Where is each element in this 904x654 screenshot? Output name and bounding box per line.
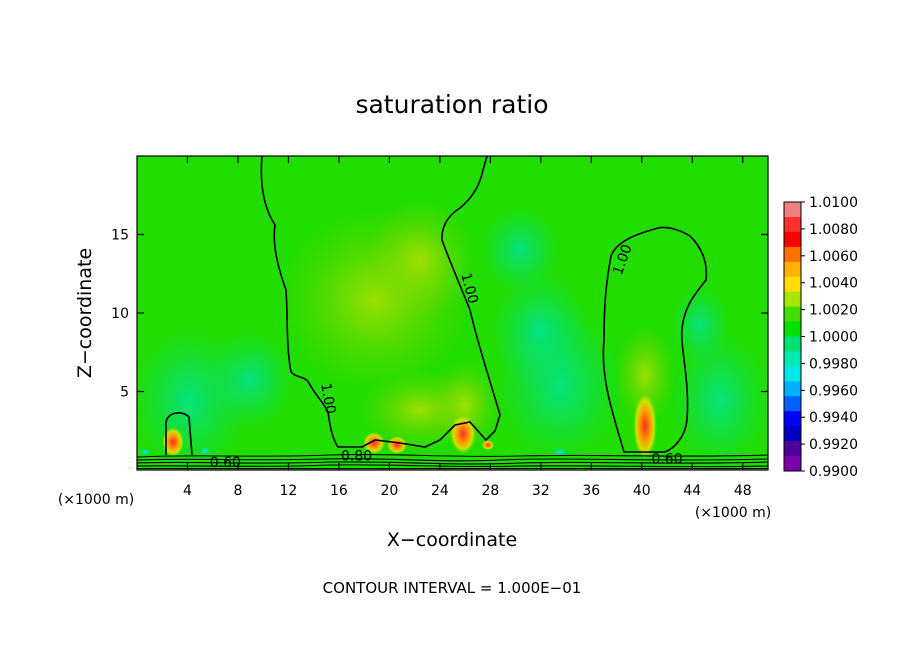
x-tick-label: 12	[280, 483, 298, 499]
colorbar-label: 1.0100	[809, 195, 858, 211]
colorbar-label: 0.9940	[809, 410, 858, 426]
y-axis-label: Z−coordinate	[74, 248, 96, 378]
colorbar-swatch	[784, 202, 801, 218]
warm-region	[615, 325, 675, 425]
chart-title: saturation ratio	[355, 90, 548, 119]
colorbar-label: 0.9900	[809, 464, 858, 480]
z-axis-units: (×1000 m)	[58, 492, 134, 508]
x-axis-ticks: 4 8 12 16 20 24 28 32 36 40 44 48	[183, 156, 752, 499]
colorbar-swatch	[784, 321, 801, 337]
y-axis-ticks: 5 10 15	[111, 228, 768, 401]
colorbar-swatch	[784, 291, 801, 308]
colorbar-swatch	[784, 381, 801, 397]
x-tick-label: 28	[481, 483, 499, 499]
y-tick-label: 15	[111, 228, 129, 244]
warm-region	[430, 360, 500, 450]
colorbar-swatch	[784, 426, 801, 442]
x-tick-label: 4	[183, 483, 192, 499]
x-tick-label: 40	[633, 483, 651, 499]
colorbar-swatch	[784, 246, 801, 263]
surface-contour	[137, 453, 768, 458]
hot-spot	[450, 414, 476, 454]
x-tick-label: 36	[582, 483, 600, 499]
cyan-pocket	[552, 448, 568, 456]
hot-spot	[633, 392, 657, 460]
colorbar-swatch	[784, 441, 801, 457]
cool-region	[490, 270, 590, 390]
colorbar-swatch	[784, 396, 801, 412]
surface-contour	[137, 461, 768, 465]
warm-region	[365, 200, 475, 320]
x-axis-label: X−coordinate	[387, 529, 517, 551]
colorbar-label: 1.0000	[809, 330, 858, 346]
colorbar-swatch	[784, 366, 801, 382]
cyan-pocket	[138, 448, 152, 456]
colorbar-label: 1.0080	[809, 222, 858, 238]
contour-label: 1.00	[317, 382, 338, 415]
colorbar-label: 0.9920	[809, 437, 858, 453]
x-axis-units: (×1000 m)	[695, 505, 771, 521]
colorbar-swatch	[784, 261, 801, 278]
cool-region	[670, 330, 768, 470]
x-tick-label: 24	[431, 483, 449, 499]
colorbar-swatch	[784, 351, 801, 367]
colorbar-swatch	[784, 216, 801, 233]
cyan-pocket	[199, 447, 211, 455]
contour-line-1.00	[602, 226, 708, 453]
x-tick-label: 16	[330, 483, 348, 499]
colorbar-label: 0.9980	[809, 356, 858, 372]
cool-region	[480, 205, 560, 295]
colorbar-swatch	[784, 411, 801, 427]
x-tick-label: 32	[532, 483, 550, 499]
colorbar-swatch	[784, 231, 801, 248]
hot-spot	[482, 440, 494, 450]
contour-line-1.00	[260, 156, 501, 448]
contour-label: 0.60	[210, 455, 241, 471]
cool-region	[670, 285, 730, 365]
contour-line-1.00	[165, 412, 193, 456]
colorbar-swatch	[784, 306, 801, 323]
x-tick-label: 48	[734, 483, 752, 499]
hot-spot	[387, 436, 407, 454]
contour-label: 0.60	[651, 452, 682, 468]
colorbar-swatch	[784, 336, 801, 352]
cool-region	[205, 330, 295, 430]
contour-label: 0.80	[341, 449, 372, 465]
hot-spot	[162, 427, 184, 457]
colorbar-label: 0.9960	[809, 383, 858, 399]
y-tick-label: 5	[120, 385, 129, 401]
contour-label: 1.00	[457, 271, 481, 305]
surface-contour	[137, 464, 768, 468]
contour-interval-label: CONTOUR INTERVAL = 1.000E−01	[323, 579, 582, 597]
colorbar: 1.0100 1.0080 1.0060 1.0040 1.0020 1.0000 0.99…	[783, 195, 858, 480]
surface-contour	[137, 458, 768, 462]
colorbar-label: 1.0060	[809, 249, 858, 265]
hot-spot	[363, 432, 385, 454]
colorbar-label: 1.0020	[809, 303, 858, 319]
x-tick-label: 44	[683, 483, 701, 499]
colorbar-label: 1.0040	[809, 276, 858, 292]
colorbar-swatch	[784, 456, 801, 472]
colorbar-swatch	[784, 276, 801, 293]
plot-area	[137, 156, 768, 470]
x-tick-label: 8	[233, 483, 242, 499]
x-tick-label: 20	[380, 483, 398, 499]
y-tick-label: 10	[111, 306, 129, 322]
